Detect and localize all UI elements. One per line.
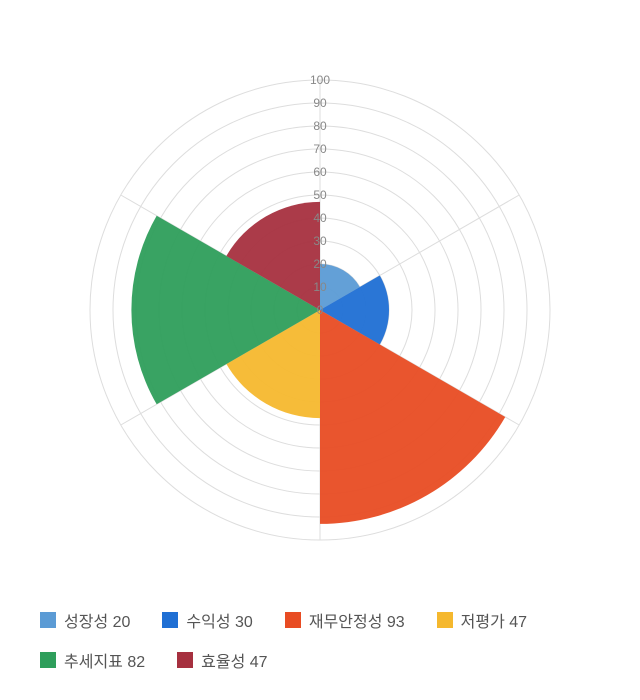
- legend-swatch: [40, 652, 56, 668]
- chart-legend: 성장성 20 수익성 30 재무안정성 93 저평가 47 추세지표 82 효율성 47: [40, 608, 600, 672]
- legend-item: 저평가 47: [437, 608, 527, 632]
- axis-tick-label: 10: [313, 280, 326, 294]
- legend-item: 수익성 30: [162, 608, 252, 632]
- legend-swatch: [40, 612, 56, 628]
- axis-tick-label: 20: [313, 257, 326, 271]
- axis-tick-label: 60: [313, 165, 326, 179]
- axis-tick-label: 100: [310, 73, 330, 87]
- legend-swatch: [162, 612, 178, 628]
- legend-label: 효율성 47: [201, 648, 267, 672]
- legend-label: 성장성 20: [64, 608, 130, 632]
- axis-tick-label: 40: [313, 211, 326, 225]
- polar-chart-area: 0 10 20 30 40 50 60 70 80 90 100: [50, 40, 590, 580]
- legend-item: 성장성 20: [40, 608, 130, 632]
- legend-label: 재무안정성 93: [309, 608, 405, 632]
- axis-tick-label: 30: [313, 234, 326, 248]
- axis-tick-label: 90: [313, 96, 326, 110]
- legend-item: 추세지표 82: [40, 648, 145, 672]
- legend-swatch: [437, 612, 453, 628]
- legend-label: 추세지표 82: [64, 648, 145, 672]
- legend-swatch: [177, 652, 193, 668]
- axis-tick-label: 70: [313, 142, 326, 156]
- legend-label: 수익성 30: [186, 608, 252, 632]
- chart-container: 0 10 20 30 40 50 60 70 80 90 100 성장성 20 수익성 30 재무안정성…: [0, 0, 640, 700]
- legend-swatch: [285, 612, 301, 628]
- axis-tick-label: 80: [313, 119, 326, 133]
- axis-tick-label: 50: [313, 188, 326, 202]
- legend-item: 재무안정성 93: [285, 608, 405, 632]
- axis-tick-label: 0: [317, 303, 324, 317]
- legend-label: 저평가 47: [461, 608, 527, 632]
- legend-item: 효율성 47: [177, 648, 267, 672]
